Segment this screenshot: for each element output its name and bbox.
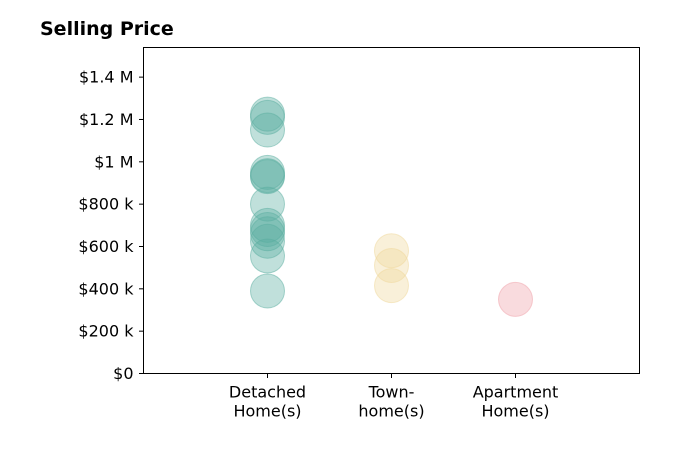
data-point (250, 273, 285, 309)
data-point (250, 159, 285, 195)
data-point (250, 223, 285, 259)
data-point (250, 212, 285, 248)
data-point (250, 207, 285, 243)
data-point (250, 186, 285, 222)
data-points (250, 96, 533, 317)
data-point (374, 268, 409, 304)
data-point (374, 233, 409, 269)
data-point (250, 216, 285, 252)
plot-frame (143, 47, 640, 374)
data-point (250, 112, 285, 148)
data-point (250, 99, 285, 135)
y-tick-label: $200 k (78, 322, 134, 341)
x-tick-label: Apartment Home(s) (473, 383, 559, 421)
chart-title: Selling Price (40, 18, 174, 40)
y-tick-label: $1.4 M (79, 68, 134, 87)
y-tick-label: $800 k (78, 195, 134, 214)
y-tick-label: $1.2 M (79, 110, 134, 129)
x-tick-label: Detached Home(s) (229, 383, 306, 421)
x-axis: Detached Home(s) Town-home(s) Apartment Home… (229, 373, 559, 421)
data-point (374, 248, 409, 284)
y-tick-label: $0 (113, 364, 133, 383)
data-point (498, 281, 533, 317)
data-point (250, 238, 285, 274)
y-tick-label: $1 M (94, 152, 133, 171)
y-tick-label: $400 k (78, 279, 134, 298)
y-axis: $0 $200 k $400 k $600 k $800 k $1 M $1.2 M $1.4… (78, 68, 144, 383)
y-tick-label: $600 k (78, 237, 134, 256)
x-tick-label: Town-home(s) (358, 383, 424, 421)
